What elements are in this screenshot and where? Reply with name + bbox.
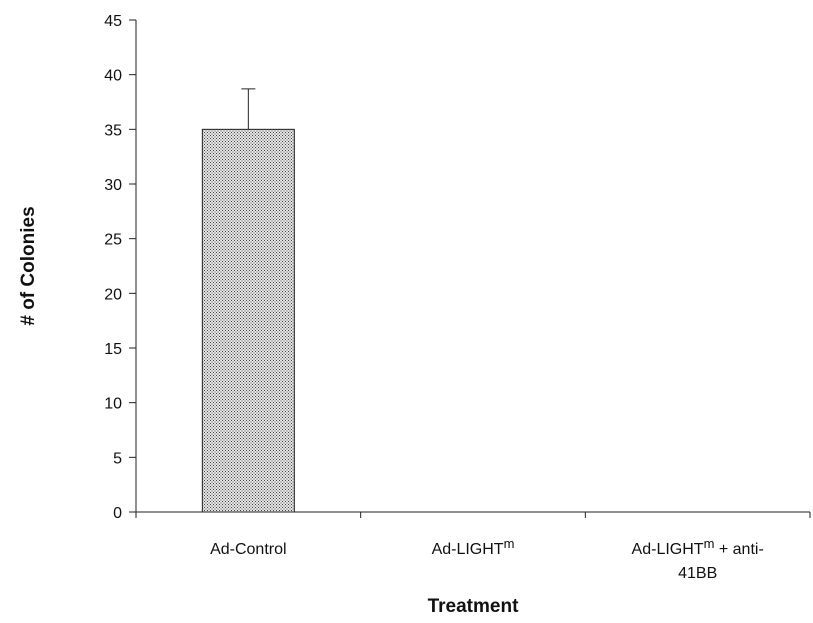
bars-group xyxy=(201,128,744,513)
y-tick-label: 30 xyxy=(104,177,122,194)
y-tick-label: 25 xyxy=(104,232,122,249)
x-tick-label-part: + anti- xyxy=(714,541,763,558)
y-tick-label: 45 xyxy=(104,13,122,30)
x-tick-label-part: 41BB xyxy=(678,565,717,582)
x-axis-ticks xyxy=(135,512,811,518)
y-tick-label: 5 xyxy=(113,450,122,467)
y-tick-label: 0 xyxy=(113,505,122,522)
error-bars-group xyxy=(241,88,256,130)
x-tick-label-part: m xyxy=(504,536,515,551)
y-axis-title: # of Colonies xyxy=(18,206,39,325)
x-tick-label-part: Ad-LIGHT xyxy=(432,541,504,558)
y-tick-label: 35 xyxy=(104,122,122,139)
y-tick-label: 40 xyxy=(104,68,122,85)
y-tick-label: 15 xyxy=(104,341,122,358)
y-tick-label: 10 xyxy=(104,396,122,413)
bar xyxy=(201,128,295,513)
x-tick-label-part: Ad-LIGHT xyxy=(632,541,704,558)
x-tick-label: Ad-LIGHTm xyxy=(432,536,515,558)
x-tick-label: Ad-LIGHTm + anti- 41BB xyxy=(632,536,764,582)
y-axis-ticks: 0 5 10 15 20 25 30 35 40 45 xyxy=(104,13,136,522)
x-tick-label-part: Ad-Control xyxy=(210,541,286,558)
x-tick-label: Ad-Control xyxy=(210,541,286,558)
x-axis-category-labels: Ad-Control Ad-LIGHTm Ad-LIGHTm + anti-41BB xyxy=(210,536,764,582)
y-tick-label: 20 xyxy=(104,286,122,303)
x-tick-label-part: m xyxy=(704,536,715,551)
x-axis-title: Treatment xyxy=(428,596,519,617)
